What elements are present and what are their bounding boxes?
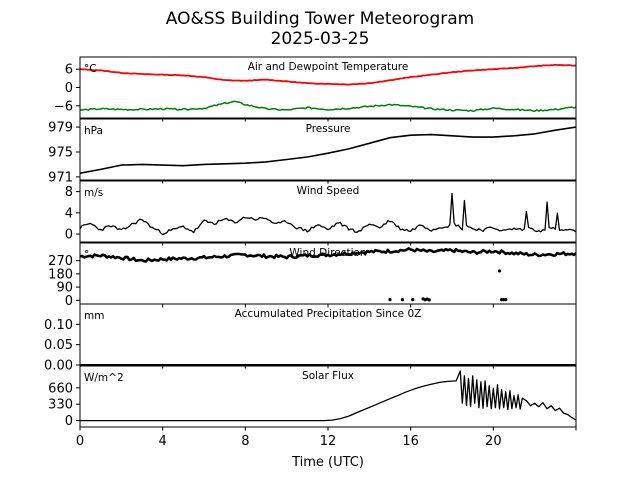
figure-title-line1: AO&SS Building Tower Meteorogram bbox=[166, 9, 474, 29]
panel-precip: 0.10 0.05 0.00 Accumulated Precipitation Si… bbox=[44, 303, 577, 374]
panel-solar-data bbox=[80, 370, 576, 422]
panel-pres-series-0 bbox=[80, 126, 576, 174]
panel-temp-ytick-label-2: −6 bbox=[54, 99, 73, 114]
panel-wspd-data bbox=[80, 192, 576, 236]
panel-wspd-ytick-label-1: 4 bbox=[65, 206, 73, 221]
panel-wspd: 8 4 0 Wind Speed m/s bbox=[65, 180, 577, 246]
panel-solar-ytick-label-1: 330 bbox=[48, 398, 73, 413]
panel-pres-unit: hPa bbox=[84, 125, 103, 137]
panel-temp-ytick-label-0: 6 bbox=[65, 63, 73, 78]
panel-solar-ytick-label-2: 0 bbox=[65, 414, 73, 429]
panel-wdir-ytick-label-3: 0 bbox=[65, 294, 73, 309]
panel-pres: 979 975 971 Pressure hPa bbox=[48, 118, 577, 185]
x-tick-label-2: 8 bbox=[241, 434, 249, 449]
panel-wspd-ytick-label-0: 8 bbox=[65, 185, 73, 200]
panel-wdir-ytick-label-1: 180 bbox=[48, 267, 73, 282]
panel-precip-unit: mm bbox=[84, 310, 104, 322]
panel-wdir-point-9 bbox=[504, 297, 508, 302]
panel-wdir-point-0 bbox=[388, 297, 392, 302]
panel-pres-ytick-label-1: 975 bbox=[48, 145, 73, 160]
panel-pres-data bbox=[80, 126, 576, 174]
panel-solar-ytick-label-0: 660 bbox=[48, 381, 73, 396]
panel-wdir-ytick-label-2: 90 bbox=[56, 281, 73, 296]
panel-wdir-unit: ° bbox=[84, 249, 89, 261]
panel-wspd-series-0 bbox=[80, 192, 576, 236]
panel-wdir-series-0 bbox=[80, 247, 576, 263]
panel-wdir-point-10 bbox=[497, 269, 502, 273]
panel-pres-title: Pressure bbox=[306, 123, 351, 135]
panel-solar-unit: W/m^2 bbox=[84, 372, 124, 384]
panel-precip-ytick-label-0: 0.10 bbox=[44, 318, 73, 333]
panel-temp: 6 0 −6 Air and Dewpoint Temperature °C bbox=[54, 56, 577, 122]
x-tick-label-5: 20 bbox=[485, 434, 502, 449]
panel-solar-series-0 bbox=[80, 370, 576, 422]
panel-temp-unit: °C bbox=[84, 63, 97, 75]
x-tick-label-4: 16 bbox=[402, 434, 419, 449]
panel-wspd-title: Wind Speed bbox=[297, 185, 360, 197]
panel-solar-title: Solar Flux bbox=[302, 370, 354, 382]
panel-temp-ytick-label-1: 0 bbox=[65, 81, 73, 96]
x-axis: 0 4 8 12 16 20 bbox=[76, 434, 502, 449]
x-tick-label-3: 12 bbox=[320, 434, 337, 449]
panel-wspd-ytick-label-2: 0 bbox=[65, 228, 73, 243]
panel-temp-data bbox=[80, 63, 576, 112]
panel-temp-series-0 bbox=[80, 63, 576, 86]
panel-pres-ytick-label-2: 971 bbox=[48, 170, 73, 185]
panel-wdir-ytick-label-0: 270 bbox=[48, 254, 73, 269]
panel-pres-ytick-label-0: 979 bbox=[48, 121, 73, 136]
x-tick-label-1: 4 bbox=[159, 434, 167, 449]
panel-wdir-point-1 bbox=[400, 297, 404, 302]
panel-precip-ytick-label-1: 0.05 bbox=[44, 338, 73, 353]
panel-wdir-data bbox=[80, 247, 576, 302]
panel-precip-ytick-label-2: 0.00 bbox=[44, 359, 73, 374]
panel-wspd-unit: m/s bbox=[84, 187, 103, 199]
x-tick-label-0: 0 bbox=[76, 434, 84, 449]
panel-temp-series-1 bbox=[80, 100, 576, 112]
x-axis-label: Time (UTC) bbox=[291, 455, 364, 470]
panels-group: 6 0 −6 Air and Dewpoint Temperature °C 979 975… bbox=[44, 56, 577, 431]
panel-wdir-point-6 bbox=[427, 298, 431, 302]
panel-wdir-title: Wind Direction bbox=[289, 247, 366, 259]
figure-title-line2: 2025-03-25 bbox=[271, 29, 370, 49]
panel-temp-title: Air and Dewpoint Temperature bbox=[248, 61, 409, 73]
panel-wdir-point-2 bbox=[411, 297, 415, 302]
panel-precip-title: Accumulated Precipitation Since 0Z bbox=[235, 308, 422, 320]
